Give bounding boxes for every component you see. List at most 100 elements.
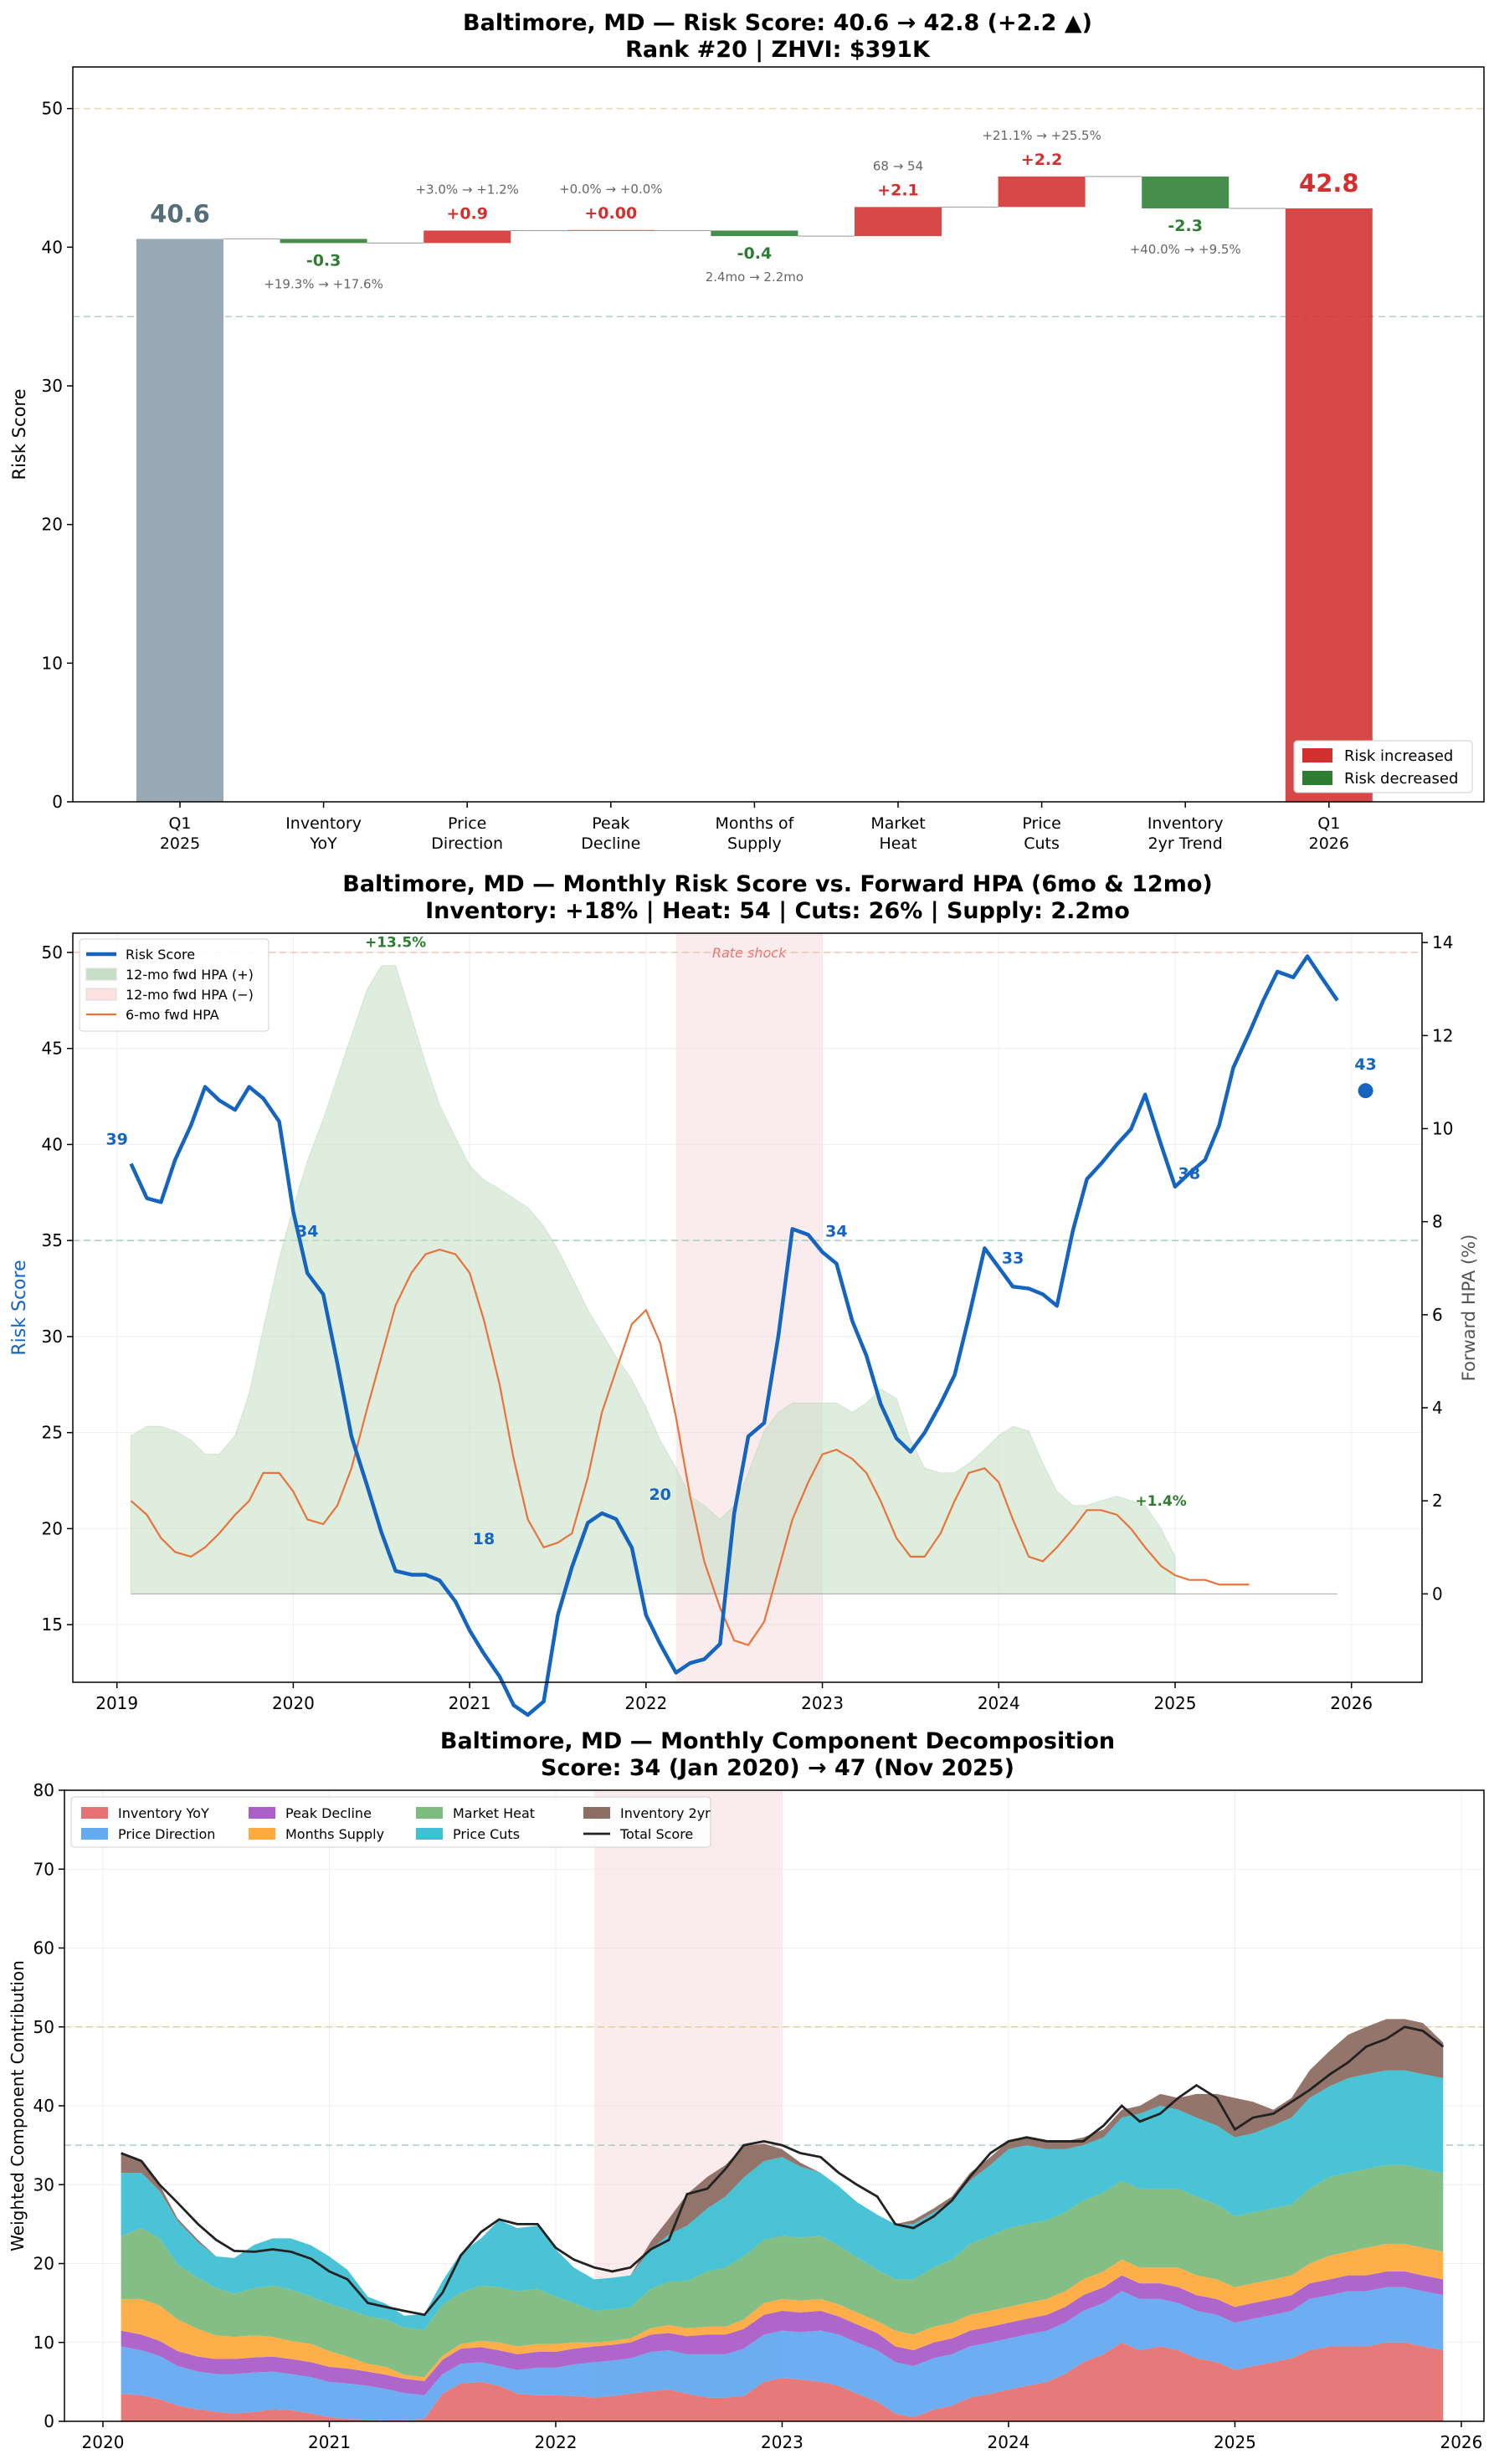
- waterfall-bar: [1285, 208, 1373, 803]
- bar-value-label: +2.1: [877, 181, 919, 199]
- y2-tick-label: 10: [1432, 1118, 1453, 1138]
- y-axis-label: Risk Score: [9, 1260, 30, 1355]
- x-tick-label: Price: [1022, 814, 1060, 833]
- bar-value-label: +0.00: [584, 204, 637, 223]
- x-tick-label: Heat: [879, 834, 916, 853]
- y-tick-label: 10: [42, 653, 63, 673]
- waterfall-bar: [998, 176, 1086, 208]
- y-tick-label: 30: [42, 376, 63, 396]
- x-tick-label: 2026: [1309, 834, 1349, 853]
- bar-value-label: 42.8: [1299, 169, 1359, 198]
- bar-value-label: 40.6: [150, 199, 210, 228]
- legend: Inventory YoY Price Direction Peak Decline…: [70, 1796, 711, 1848]
- legend-label: 6-mo fwd HPA: [126, 1007, 219, 1023]
- legend-box: [79, 938, 270, 1032]
- x-tick-label: Cuts: [1024, 834, 1060, 853]
- data-annotation: 34: [296, 1223, 318, 1241]
- waterfall-chart: Baltimore, MD — Risk Score: 40.6 → 42.8 …: [9, 10, 1485, 853]
- hpa6-line: [130, 1248, 1250, 1646]
- x-tick-label: YoY: [309, 834, 337, 853]
- x-tick-label: Q1: [1317, 814, 1340, 833]
- plot-frame: [72, 932, 1423, 1683]
- stack-area: [121, 2070, 1444, 2330]
- legend-label: Total Score: [619, 1826, 693, 1842]
- x-tick-label: 2yr Trend: [1148, 834, 1223, 853]
- y-tick-label: 70: [33, 1859, 54, 1879]
- y-tick-label: 45: [42, 1039, 63, 1059]
- legend-label: 12-mo fwd HPA (+): [126, 967, 254, 983]
- legend: Risk increased Risk decreased: [1293, 740, 1473, 793]
- bar-note: +3.0% → +1.2%: [415, 182, 518, 197]
- legend-label: Peak Decline: [285, 1805, 372, 1821]
- stack-area: [121, 2342, 1444, 2421]
- y-tick-label: 0: [52, 792, 63, 812]
- x-tick-label: 2025: [1154, 1693, 1197, 1713]
- hpa12-positive-area: [131, 965, 1176, 1594]
- x-tick-label: 2021: [308, 2432, 351, 2452]
- waterfall-bar: [711, 230, 798, 237]
- y-tick-label: 50: [42, 942, 63, 963]
- x-tick-label: 2020: [272, 1693, 315, 1713]
- chart-title: Baltimore, MD — Monthly Component Decomp…: [440, 1728, 1115, 1754]
- legend-label: Risk increased: [1344, 747, 1453, 765]
- y-tick-label: 15: [42, 1614, 63, 1635]
- y2-tick-label: 14: [1432, 932, 1453, 952]
- bar-note: +21.1% → +25.5%: [982, 128, 1101, 143]
- legend-label: Price Direction: [118, 1826, 215, 1842]
- legend-swatch: [416, 1807, 443, 1819]
- x-tick-label: 2026: [1330, 1693, 1373, 1713]
- legend-box: [1293, 740, 1473, 793]
- x-tick-label: Q1: [168, 814, 191, 833]
- stack-area: [121, 2164, 1444, 2378]
- legend-swatch: [1302, 748, 1332, 762]
- y2-axis-label: Forward HPA (%): [1459, 1235, 1479, 1382]
- bar-note: 68 → 54: [873, 158, 923, 173]
- data-annotation: 33: [1002, 1250, 1024, 1268]
- data-annotation: 20: [649, 1486, 670, 1504]
- y2-tick-label: 0: [1432, 1584, 1443, 1604]
- x-tick-label: Decline: [581, 834, 640, 853]
- y-tick-label: 30: [42, 1327, 63, 1347]
- data-annotation: 18: [473, 1530, 495, 1548]
- bar-value-label: +0.9: [446, 204, 488, 223]
- y-axis-label: Weighted Component Contribution: [8, 1960, 28, 2251]
- y-tick-label: 50: [42, 99, 63, 119]
- legend-swatch: [85, 968, 117, 981]
- y2-tick-label: 4: [1432, 1398, 1443, 1418]
- waterfall-bar: [136, 239, 223, 803]
- legend-swatch: [416, 1828, 443, 1840]
- x-tick-label: Market: [870, 814, 925, 833]
- x-tick-label: 2025: [160, 834, 200, 853]
- legend-swatch: [85, 988, 117, 1001]
- x-tick-label: Price: [448, 814, 486, 833]
- bar-value-label: -0.3: [306, 251, 341, 270]
- waterfall-bar: [280, 239, 367, 244]
- waterfall-bar: [567, 229, 655, 231]
- y-tick-label: 80: [33, 1780, 54, 1800]
- point-label: 43: [1354, 1055, 1376, 1074]
- y-tick-label: 60: [33, 1938, 54, 1958]
- x-tick-label: Supply: [727, 834, 782, 853]
- y-tick-label: 40: [33, 2096, 54, 2116]
- legend-label: Inventory YoY: [118, 1805, 209, 1821]
- risk-hpa-chart: Baltimore, MD — Monthly Risk Score vs. F…: [9, 871, 1479, 1717]
- x-tick-label: Inventory: [1147, 814, 1224, 833]
- legend-label: Market Heat: [453, 1805, 535, 1821]
- y2-tick-label: 2: [1432, 1491, 1443, 1511]
- data-annotation: 34: [825, 1223, 847, 1241]
- stack-area: [121, 2271, 1444, 2395]
- bar-note: +40.0% → +9.5%: [1130, 242, 1241, 257]
- stack-area: [121, 2243, 1444, 2381]
- y-tick-label: 20: [42, 515, 63, 535]
- y-axis-label: Risk Score: [9, 388, 29, 480]
- bar-value-label: -0.4: [737, 244, 773, 263]
- y-tick-label: 30: [33, 2174, 54, 2194]
- legend-box: [70, 1796, 711, 1848]
- x-tick-label: Inventory: [285, 814, 362, 833]
- legend-swatch: [249, 1807, 275, 1819]
- x-tick-label: 2023: [801, 1693, 844, 1713]
- legend-swatch: [81, 1807, 108, 1819]
- bar-value-label: +2.2: [1021, 151, 1063, 169]
- y-tick-label: 10: [33, 2333, 54, 2353]
- x-tick-label: 2023: [761, 2432, 803, 2452]
